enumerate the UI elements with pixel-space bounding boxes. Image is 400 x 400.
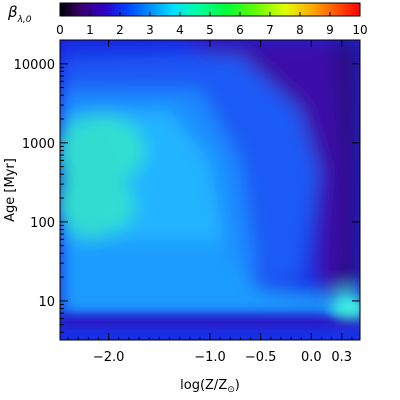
colorbar-tick-label: 7 (266, 23, 274, 37)
colorbar-title: βλ,0 (7, 3, 32, 25)
x-tick-label: −2.0 (93, 350, 125, 365)
x-axis-label: log(Z/Z⊙) (180, 378, 240, 395)
y-axis: 10 100 1000 10000 (14, 39, 360, 333)
colorbar-tick-label: 0 (56, 23, 64, 37)
x-tick-label: −0.5 (245, 350, 277, 365)
y-tick-label: 100 (30, 216, 55, 231)
x-axis: −2.0 −1.0 −0.5 0.0 0.3 (67, 40, 353, 365)
colorbar-tick-label: 1 (86, 23, 94, 37)
x-tick-label: 0.0 (301, 350, 322, 365)
colorbar-tick-label: 9 (326, 23, 334, 37)
colorbar-tick-label: 6 (236, 23, 244, 37)
colorbar-tick-label: 3 (146, 23, 154, 37)
y-tick-label: 10000 (14, 58, 55, 73)
colorbar-tick-label: 5 (206, 23, 214, 37)
colorbar-tick-label: 10 (352, 23, 367, 37)
heatmap-field (60, 40, 360, 340)
x-tick-label: 0.3 (331, 350, 352, 365)
colorbar-tick-label: 4 (176, 23, 184, 37)
colorbar-ticks: 0 1 2 3 4 5 6 7 8 9 10 (56, 12, 368, 37)
y-tick-label: 1000 (22, 137, 55, 152)
colorbar-tick-label: 2 (116, 23, 124, 37)
y-tick-label: 10 (38, 295, 55, 310)
x-tick-label: −1.0 (194, 350, 226, 365)
colorbar-tick-label: 8 (296, 23, 304, 37)
y-axis-label: Age [Myr] (3, 158, 18, 222)
colorbar: βλ,0 0 1 2 3 4 5 6 7 8 9 10 (7, 2, 368, 37)
